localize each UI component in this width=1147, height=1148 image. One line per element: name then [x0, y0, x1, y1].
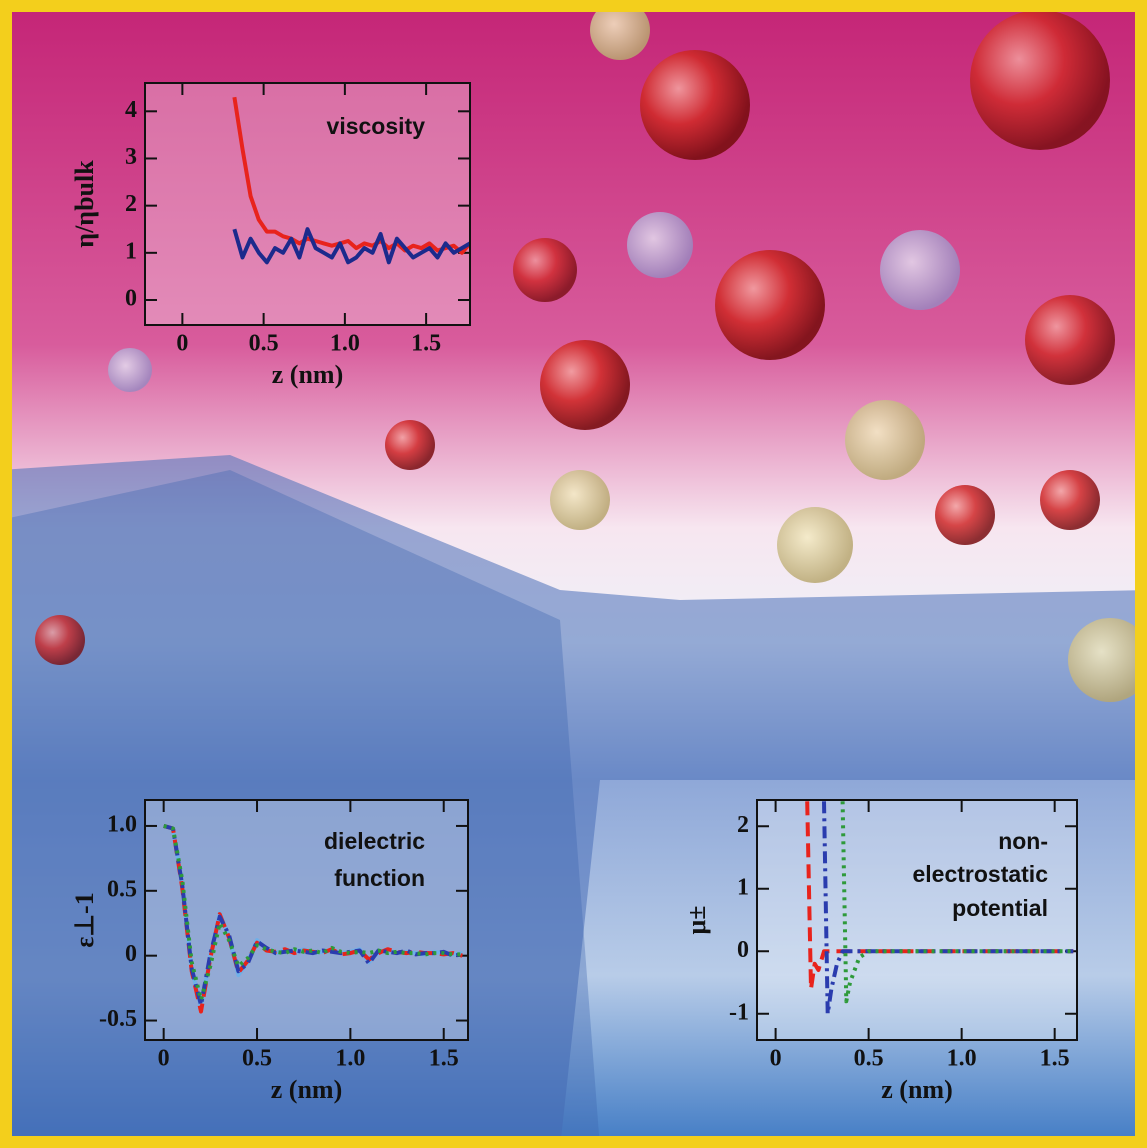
y-tick-label: 1 [125, 238, 137, 264]
x-tick-label: 0.5 [854, 1046, 884, 1072]
y-axis-label: μ± [682, 905, 711, 934]
x-tick-label: 1.0 [947, 1046, 977, 1072]
y-tick-label: 1 [737, 874, 749, 900]
cation [550, 470, 610, 530]
x-tick-label: 0 [176, 331, 188, 357]
annotation: electrostatic [912, 861, 1048, 887]
y-tick-label: 0.5 [107, 876, 137, 902]
y-tick-label: 0 [125, 941, 137, 967]
cover: 0 0.5 1.0 1.5 0 1 2 3 4 z (nm) η/ηbulk viscosity 0 0.… [0, 0, 1147, 1148]
x-tick-label: 1.5 [429, 1046, 459, 1072]
annotation: function [334, 865, 425, 891]
y-tick-label: 4 [125, 97, 137, 123]
cation [845, 400, 925, 480]
x-tick-label: 1.0 [335, 1046, 365, 1072]
water [935, 485, 995, 545]
y-tick-label: -0.5 [99, 1006, 137, 1032]
y-tick-label: 2 [737, 812, 749, 838]
annotation: non- [998, 828, 1048, 854]
annotation: potential [952, 895, 1048, 921]
anion [880, 230, 960, 310]
x-tick-label: 0 [770, 1046, 782, 1072]
x-tick-label: 0 [158, 1046, 170, 1072]
water [1040, 470, 1100, 530]
water [513, 238, 577, 302]
annotation: dielectric [324, 828, 425, 854]
y-tick-label: -1 [729, 999, 749, 1025]
anion [108, 348, 152, 392]
x-axis-label: z (nm) [272, 360, 343, 389]
water [640, 50, 750, 160]
y-tick-label: 0 [125, 285, 137, 311]
water [1025, 295, 1115, 385]
anion [627, 212, 693, 278]
x-tick-label: 0.5 [249, 331, 279, 357]
y-tick-label: 2 [125, 191, 137, 217]
water [385, 420, 435, 470]
water [970, 10, 1110, 150]
x-tick-label: 0.5 [242, 1046, 272, 1072]
x-axis-label: z (nm) [271, 1075, 342, 1104]
y-tick-label: 0 [737, 937, 749, 963]
cation [777, 507, 853, 583]
x-tick-label: 1.0 [330, 331, 360, 357]
x-axis-label: z (nm) [881, 1075, 952, 1104]
x-tick-label: 1.5 [1040, 1046, 1070, 1072]
water [35, 615, 85, 665]
annotation: viscosity [327, 113, 426, 139]
y-tick-label: 3 [125, 144, 137, 170]
y-axis-label: η/ηbulk [70, 160, 99, 248]
water [540, 340, 630, 430]
y-tick-label: 1.0 [107, 811, 137, 837]
y-axis-label: ε⊥-1 [70, 892, 99, 947]
water [715, 250, 825, 360]
x-tick-label: 1.5 [411, 331, 441, 357]
